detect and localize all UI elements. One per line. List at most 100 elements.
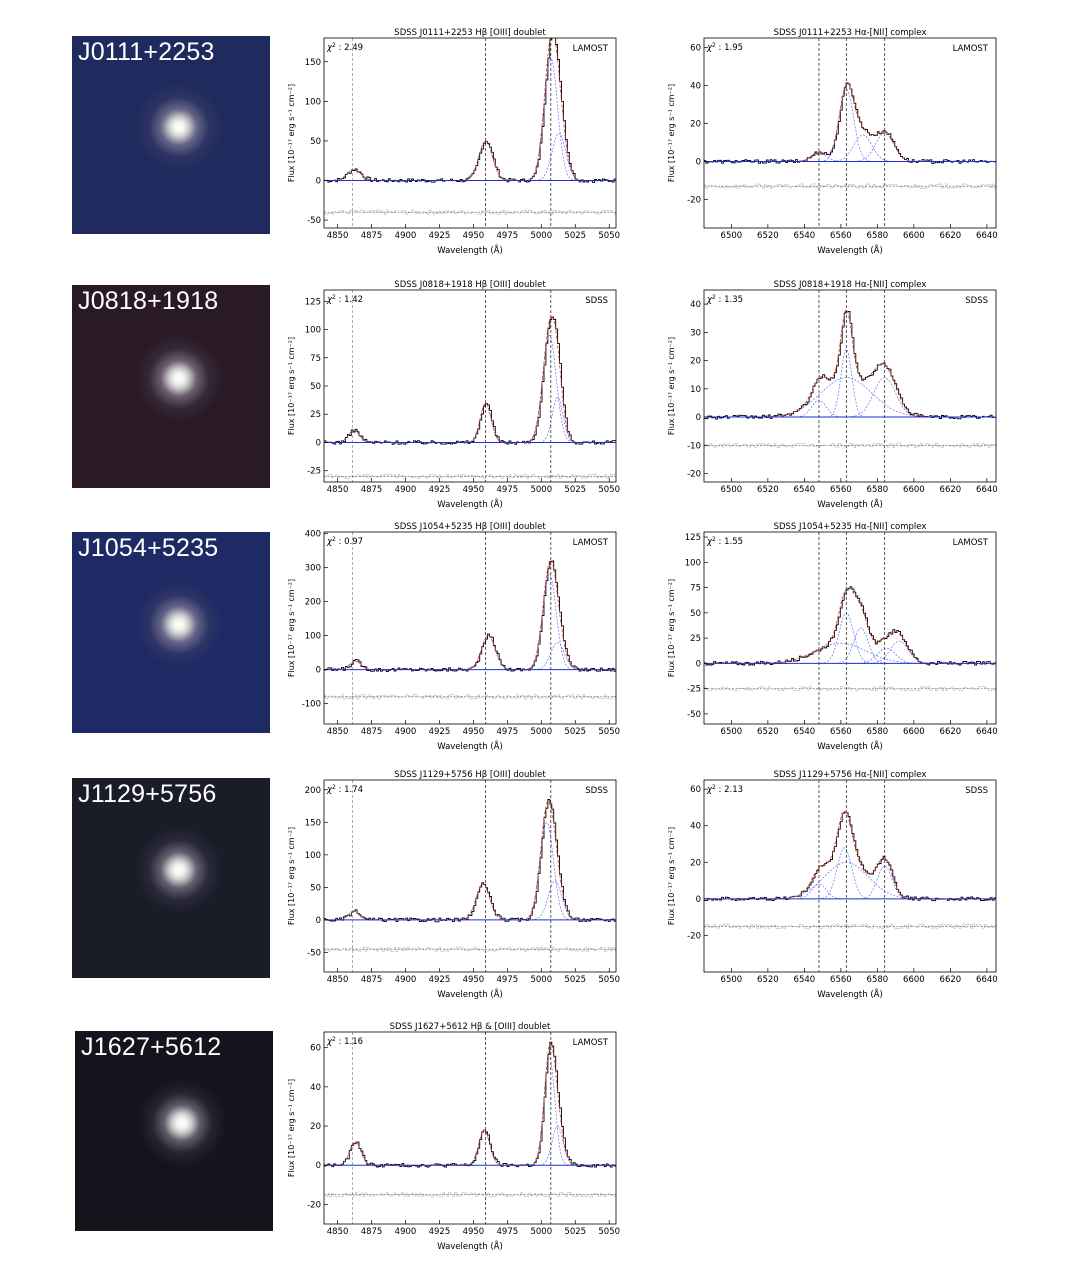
- component-profile: [789, 399, 847, 418]
- plot-frame: [703, 779, 997, 973]
- chi2-value: : 1.55: [716, 537, 743, 547]
- component-profile: [527, 1056, 571, 1166]
- component-profile: [817, 88, 875, 162]
- x-tick-label: 4925: [429, 727, 451, 737]
- residual-series: [324, 1191, 616, 1198]
- chi2-exponent: 2: [712, 42, 716, 49]
- y-tick-label: 125: [305, 297, 321, 307]
- x-tick-label: 4925: [429, 1227, 451, 1237]
- y-axis-label: Flux [10⁻¹⁷ erg s⁻¹ cm⁻²]: [667, 337, 676, 435]
- residual-series: [704, 685, 996, 692]
- chi2-exponent: 2: [332, 784, 336, 791]
- component-profile: [738, 642, 944, 664]
- y-tick-label: 200: [305, 598, 321, 608]
- x-axis-label: Wavelength (Å): [817, 244, 883, 256]
- x-axis-label: Wavelength (Å): [437, 988, 503, 1000]
- plot-frame: [703, 531, 997, 725]
- thumb-2: J1054+5235: [72, 532, 270, 733]
- y-axis-label: Flux [10⁻¹⁷ erg s⁻¹ cm⁻²]: [667, 84, 676, 182]
- chi2-label: χ2 : 1.74: [326, 784, 363, 795]
- x-tick-label: 5025: [564, 1227, 586, 1237]
- x-tick-label: 6540: [794, 485, 816, 495]
- spectrum-svg: SDSS J1129+5756 Hβ [OIII] doublet 4850 487…: [287, 770, 620, 1000]
- spectrum-panel-3: SDSS J0818+1918 Hα-[NII] complex 6500 6520…: [660, 276, 1000, 516]
- x-tick-label: 4850: [327, 231, 349, 241]
- plot-area: [704, 290, 996, 482]
- x-axis-label: Wavelength (Å): [437, 740, 503, 752]
- chi2-label: χ2 : 2.13: [706, 784, 743, 795]
- component-profile: [333, 1141, 377, 1166]
- x-tick-label: 4875: [361, 975, 383, 985]
- chi2-label: χ2 : 1.55: [706, 536, 743, 547]
- x-tick-label: 4975: [497, 975, 519, 985]
- x-tick-label: 4925: [429, 231, 451, 241]
- y-tick-label: 75: [310, 354, 321, 364]
- component-profile: [461, 635, 516, 670]
- spectrum-panel-0: SDSS J0111+2253 Hβ [OIII] doublet 4850 487…: [280, 24, 620, 262]
- x-tick-label: 6640: [976, 975, 998, 985]
- y-tick-label: 40: [310, 1083, 321, 1093]
- residual-series: [704, 183, 996, 189]
- thumb-1: J0818+1918: [72, 285, 270, 488]
- x-tick-label: 6600: [903, 975, 925, 985]
- thumb-4: J1627+5612: [75, 1031, 273, 1231]
- chi2-label: χ2 : 0.97: [326, 536, 363, 547]
- plot-frame: [323, 37, 617, 229]
- spectrum-panel-5: SDSS J1054+5235 Hα-[NII] complex 6500 6520…: [660, 518, 1000, 758]
- x-tick-label: 6580: [867, 975, 889, 985]
- data-series: [324, 560, 616, 672]
- spectrum-svg: SDSS J1054+5235 Hβ [OIII] doublet 4850 487…: [287, 522, 620, 752]
- y-tick-label: 0: [696, 659, 701, 669]
- component-profile: [817, 612, 875, 664]
- object-label: J1129+5756: [78, 780, 217, 808]
- survey-tag: SDSS: [585, 296, 608, 306]
- y-tick-label: 30: [690, 328, 701, 338]
- x-tick-label: 5050: [598, 485, 620, 495]
- x-tick-label: 4950: [463, 975, 485, 985]
- survey-tag: SDSS: [965, 786, 988, 796]
- spectrum-svg: SDSS J0818+1918 Hβ [OIII] doublet 4850 487…: [287, 280, 620, 510]
- x-tick-label: 5025: [564, 231, 586, 241]
- data-series: [704, 82, 996, 164]
- chi2-symbol: χ: [326, 785, 333, 795]
- model-fit: [704, 586, 995, 664]
- x-tick-label: 6560: [830, 485, 852, 495]
- x-axis-label: Wavelength (Å): [817, 498, 883, 510]
- object-label: J1054+5235: [78, 534, 219, 562]
- y-tick-label: 40: [690, 300, 701, 310]
- survey-tag: SDSS: [965, 296, 988, 306]
- y-tick-label: 50: [310, 883, 321, 893]
- x-tick-label: 4900: [395, 231, 417, 241]
- chi2-exponent: 2: [712, 536, 716, 543]
- y-tick-label: 20: [690, 120, 701, 130]
- chi2-exponent: 2: [332, 42, 336, 49]
- x-tick-label: 5000: [530, 975, 552, 985]
- component-profile: [535, 396, 579, 443]
- spectrum-svg: SDSS J1129+5756 Hα-[NII] complex 6500 6520…: [667, 770, 998, 1000]
- x-axis-label: Wavelength (Å): [437, 1240, 503, 1252]
- x-tick-label: 6540: [794, 231, 816, 241]
- y-tick-label: 0: [316, 438, 321, 448]
- chart-title: SDSS J1129+5756 Hβ [OIII] doublet: [394, 770, 546, 780]
- x-tick-label: 4850: [327, 975, 349, 985]
- y-tick-label: 0: [316, 177, 321, 187]
- spectrum-svg: SDSS J1627+5612 Hβ & [OIII] doublet 4850 4…: [287, 1022, 620, 1252]
- y-tick-label: 150: [305, 58, 321, 68]
- y-tick-label: 60: [310, 1044, 321, 1054]
- x-tick-label: 5000: [530, 1227, 552, 1237]
- y-tick-label: 100: [305, 97, 321, 107]
- chart-title: SDSS J0818+1918 Hβ [OIII] doublet: [394, 280, 546, 290]
- x-tick-label: 5025: [564, 975, 586, 985]
- y-tick-label: 0: [696, 158, 701, 168]
- thumb-0: J0111+2253: [72, 36, 270, 234]
- chi2-symbol: χ: [326, 43, 333, 53]
- y-tick-label: 25: [690, 634, 701, 644]
- y-tick-label: -100: [302, 700, 321, 710]
- y-axis-label: Flux [10⁻¹⁷ erg s⁻¹ cm⁻²]: [287, 827, 296, 925]
- plot-area: [324, 38, 616, 228]
- x-axis-label: Wavelength (Å): [437, 244, 503, 256]
- spectrum-svg: SDSS J0818+1918 Hα-[NII] complex 6500 6520…: [667, 280, 998, 510]
- y-tick-label: -50: [307, 216, 321, 226]
- plot-frame: [703, 37, 997, 229]
- chart-title: SDSS J0818+1918 Hα-[NII] complex: [774, 280, 927, 290]
